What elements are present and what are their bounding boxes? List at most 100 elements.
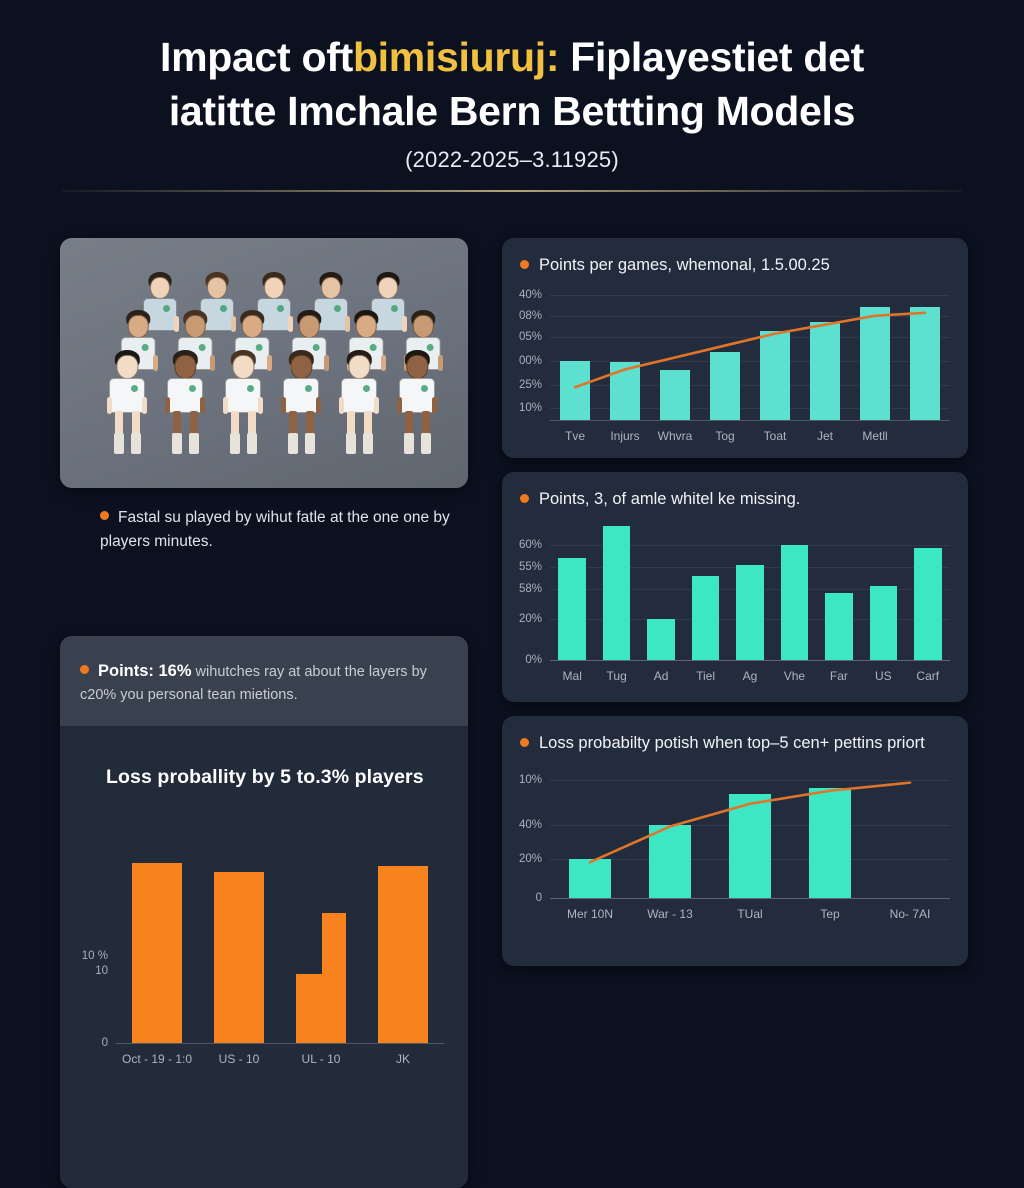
x-axis-tick-label: Tiel	[696, 669, 715, 684]
x-axis-tick-label: Carf	[916, 669, 940, 684]
bullet-dot-icon	[80, 665, 89, 674]
squad-player	[336, 350, 383, 475]
y-axis-tick-label: 00%	[518, 354, 542, 367]
x-axis-line	[550, 660, 950, 662]
bar-notch	[295, 912, 322, 975]
chart-bar	[558, 557, 586, 661]
team-squad-photo	[60, 238, 468, 488]
x-axis-tick-label: Tep	[820, 907, 840, 922]
y-axis-tick-label: 08%	[518, 310, 542, 323]
player-head	[299, 315, 320, 338]
jersey-crest	[312, 343, 320, 351]
chart-bar	[780, 544, 809, 661]
player-arm-left	[397, 396, 403, 414]
gridline	[550, 316, 950, 318]
x-axis-tick-label: Far	[829, 669, 848, 684]
squad-player	[220, 350, 267, 475]
y-axis-tick-label: 05%	[518, 330, 542, 343]
x-axis-tick-label: Mer 10N	[566, 907, 613, 922]
player-arm-left	[339, 396, 345, 414]
player-leg	[230, 411, 240, 435]
player-head	[185, 315, 206, 338]
chart-bar	[760, 330, 790, 421]
tr-chart-title-text: Points per games, whemonal, 1.5.00.25	[539, 256, 830, 274]
gridline	[550, 360, 950, 362]
player-arm-right	[174, 316, 179, 332]
player-leg	[404, 411, 414, 435]
y-axis-tick-label: 60%	[518, 538, 542, 551]
player-arm-right	[316, 396, 322, 414]
photo-caption: Fastal su played by wihut fatle at the o…	[100, 506, 450, 554]
infographic-header: Impact oftbimisiuruj: Fiplayestiet det i…	[0, 0, 1024, 193]
chart-points-per-games: 40% 08% 05% 00% 25% 10% Tve Injurs Whvra Tog Toat J…	[502, 276, 968, 446]
chart-bar	[691, 576, 720, 661]
player-arm-right	[152, 354, 158, 372]
mr-chart-title-text: Points, 3, of amle whitel ke missing.	[539, 490, 801, 508]
chart-bar	[660, 369, 690, 421]
jersey-crest	[188, 384, 196, 393]
player-sock	[229, 432, 241, 454]
chart-bar	[910, 307, 940, 421]
chart-bar	[810, 321, 840, 421]
gridline	[550, 408, 950, 410]
player-arm-right	[231, 316, 236, 332]
chart-bar	[560, 360, 590, 421]
squad-player	[278, 350, 325, 475]
player-sock	[171, 432, 183, 454]
player-arm-right	[200, 396, 206, 414]
gridline	[550, 295, 950, 297]
player-arm-left	[223, 396, 229, 414]
jersey-crest	[334, 305, 341, 312]
player-leg	[247, 411, 257, 435]
y-axis-tick-label: 10%	[518, 402, 542, 415]
x-axis-line	[116, 1042, 444, 1044]
team-photo-panel	[60, 238, 468, 488]
bullet-dot-icon	[520, 260, 529, 269]
tr-chart-title: Points per games, whemonal, 1.5.00.25	[502, 238, 968, 276]
x-axis-line	[550, 420, 950, 422]
player-head	[290, 355, 312, 379]
player-arm-right	[402, 316, 407, 332]
player-arm-right	[288, 316, 293, 332]
player-head	[356, 315, 377, 338]
jersey-crest	[246, 384, 254, 393]
chart-bar	[914, 548, 942, 661]
x-axis-tick-label: Toat	[763, 429, 787, 444]
player-sock	[362, 432, 374, 454]
x-axis-tick-label: JK	[395, 1051, 410, 1066]
trend-line	[588, 781, 912, 864]
x-axis-tick-label: Jet	[816, 429, 833, 444]
bullet-dot-icon	[520, 494, 529, 503]
x-axis-tick-label: Mal	[562, 669, 582, 684]
y-axis-tick-label: 20%	[518, 853, 542, 866]
chart-bar	[131, 862, 183, 1043]
jersey-crest	[220, 305, 227, 312]
jersey-crest	[369, 343, 377, 351]
mr-chart-title: Points, 3, of amle whitel ke missing.	[502, 472, 968, 510]
trend-line	[573, 311, 927, 389]
jersey-crest	[198, 343, 206, 351]
y-axis-tick-label: 10%	[518, 773, 542, 786]
chart-bar	[729, 794, 771, 899]
player-jersey	[283, 377, 320, 413]
x-axis-tick-label: War - 13	[647, 907, 693, 922]
player-arm-right	[258, 396, 264, 414]
player-head	[413, 315, 434, 338]
player-leg	[114, 411, 124, 435]
x-axis-tick-label: UL - 10	[301, 1051, 341, 1066]
player-head	[406, 355, 428, 379]
y-axis-tick-label: 58%	[518, 583, 542, 596]
gridline	[550, 779, 950, 781]
player-arm-right	[374, 396, 380, 414]
chart-bar	[213, 871, 265, 1043]
player-arm-right	[209, 354, 215, 372]
player-jersey	[109, 377, 146, 413]
player-leg	[363, 411, 373, 435]
x-axis-tick-label: TUal	[737, 907, 763, 922]
squad-player	[394, 350, 441, 475]
x-axis-tick-label: US - 10	[218, 1051, 260, 1066]
x-axis-tick-label: Vhe	[783, 669, 806, 684]
chart-bar	[869, 585, 898, 661]
bl-chart-title: Loss proballity by 5 to.3% players	[106, 765, 424, 788]
player-leg	[131, 411, 141, 435]
